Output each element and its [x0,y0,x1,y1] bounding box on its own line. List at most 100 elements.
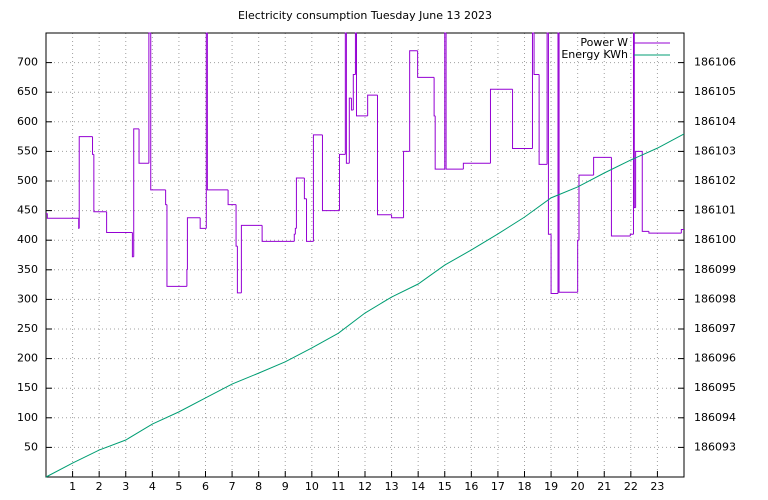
power-step [558,33,578,293]
power-step [434,115,445,170]
x-tick-label: 1 [69,480,76,493]
y-tick-label: 400 [17,233,38,246]
power-step [186,269,188,287]
y-tick-label: 50 [24,440,38,453]
y-tick-label: 200 [17,352,38,365]
x-tick-label: 10 [305,480,319,493]
power-step [312,134,323,242]
y2-tick-label: 186094 [694,411,736,424]
power-step [391,214,404,219]
x-tick-label: 23 [650,480,664,493]
power-step [409,50,418,152]
power-step [635,150,643,208]
power-step [199,217,207,229]
power-step [150,33,166,191]
x-tick-label: 2 [96,480,103,493]
x-tick-label: 14 [411,480,425,493]
x-tick-label: 11 [331,480,345,493]
legend-label: Power W [580,36,628,49]
x-tick-label: 6 [202,480,209,493]
x-tick-label: 8 [255,480,262,493]
power-step [348,97,352,164]
power-step [462,162,491,170]
power-step [538,74,548,165]
power-step [240,224,263,293]
x-tick-label: 21 [597,480,611,493]
energy-line [45,133,685,478]
power-step [547,33,552,235]
power-step [303,178,307,200]
power-step [531,32,535,149]
power-step [352,73,356,110]
x-tick-label: 22 [624,480,638,493]
power-step [577,239,579,293]
power-step [294,227,297,235]
power-step [433,77,436,117]
plot-frame [45,32,685,478]
x-tick-label: 13 [385,480,399,493]
power-step [610,157,631,237]
power-step [350,98,354,111]
y-tick-label: 300 [17,292,38,305]
power-step [78,136,93,229]
power-step [550,234,558,294]
y2-tick-label: 186100 [694,233,736,246]
power-step [165,189,167,206]
power-step [345,33,350,164]
x-tick-label: 18 [518,480,532,493]
power-step [186,217,201,270]
power-step [533,33,540,75]
power-step [417,50,435,78]
power-step [148,32,151,164]
power-step [648,231,682,234]
x-tick-label: 17 [491,480,505,493]
power-step [138,128,149,164]
y-tick-label: 550 [17,144,38,157]
x-tick-label: 5 [175,480,182,493]
power-step [355,33,368,117]
power-step [93,154,107,213]
power-step [445,33,464,170]
power-step [593,156,612,176]
power-step [321,134,340,212]
y-tick-label: 150 [17,381,38,394]
power-step [166,204,187,287]
power-step [512,89,533,149]
y2-tick-label: 186102 [694,174,736,187]
y2-tick-label: 186105 [694,85,736,98]
y-tick-label: 350 [17,263,38,276]
legend-label: Energy KWh [561,48,628,61]
x-tick-label: 19 [544,480,558,493]
power-step [227,189,237,206]
x-tick-label: 16 [464,480,478,493]
x-tick-label: 15 [438,480,452,493]
y-tick-label: 100 [17,411,38,424]
y2-tick-label: 186104 [694,115,736,128]
power-step [235,204,238,247]
power-step [46,213,79,219]
power-step [680,229,684,234]
x-tick-label: 7 [229,480,236,493]
x-tick-label: 12 [358,480,372,493]
y-tick-label: 650 [17,85,38,98]
y-tick-label: 700 [17,56,38,69]
y2-tick-label: 186106 [694,56,736,69]
power-step [629,233,634,237]
y-tick-label: 500 [17,174,38,187]
power-step [403,150,410,218]
y2-tick-label: 186098 [694,292,736,305]
y-tick-label: 250 [17,322,38,335]
y2-tick-label: 186095 [694,381,736,394]
power-step [367,94,378,116]
power-step [295,177,305,229]
y2-tick-label: 186101 [694,204,736,217]
y2-tick-label: 186096 [694,352,736,365]
x-tick-label: 3 [122,480,129,493]
chart-title: Electricity consumption Tuesday June 13 … [238,9,492,22]
x-tick-label: 9 [282,480,289,493]
power-step [338,153,346,211]
x-tick-label: 20 [571,480,585,493]
y2-tick-label: 186097 [694,322,736,335]
power-step [92,136,94,155]
